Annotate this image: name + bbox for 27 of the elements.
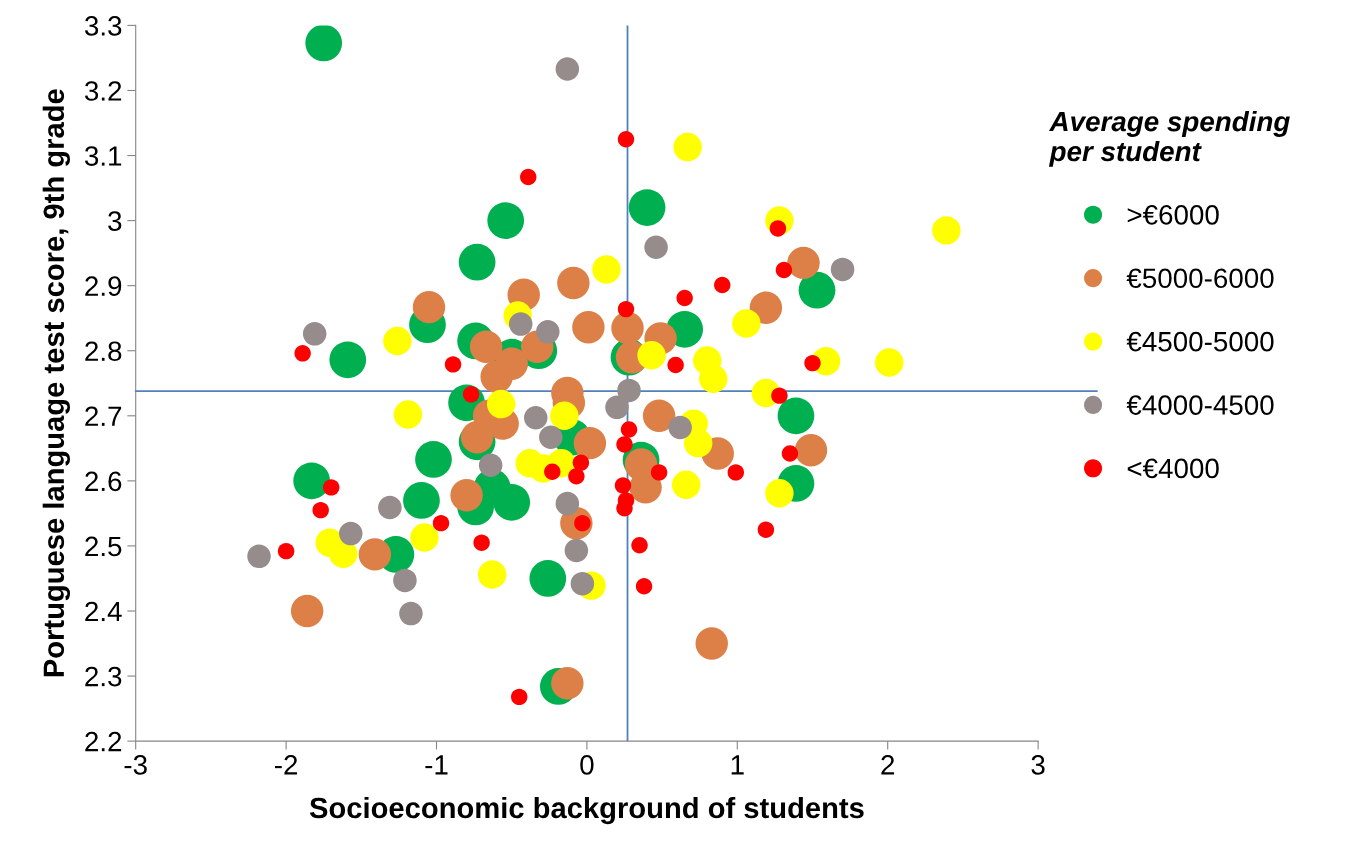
y-tick-label: 2.5: [85, 536, 122, 557]
y-tick-label: 3.3: [84, 16, 122, 36]
legend-label: €4500-5000: [1126, 331, 1274, 352]
y-tick-label: 2.7: [85, 406, 122, 426]
y-tick-label: 2.8: [85, 341, 122, 362]
legend-label: >€6000: [1127, 205, 1219, 225]
y-tick-label: 2.6: [85, 471, 122, 492]
y-axis-title: Portuguese language test score, 9th grade: [42, 89, 71, 677]
y-tick-label: 2.2: [85, 731, 122, 752]
legend-label: <€4000: [1127, 458, 1219, 479]
y-tick-label: 3: [108, 211, 122, 231]
legend-label: €5000-6000: [1126, 268, 1274, 289]
y-tick-label: 2.3: [85, 666, 122, 687]
x-tick-label: 3: [1031, 755, 1045, 775]
legend-label: €4000-4500: [1126, 395, 1274, 415]
x-tick-label: 2: [881, 755, 895, 775]
x-axis-title: Socioeconomic background of students: [309, 796, 864, 825]
legend-title: Average spending per student: [1048, 110, 1290, 167]
x-tick-label: 0: [580, 755, 594, 775]
y-tick-label: 2.4: [85, 601, 122, 622]
x-tick-label: -2: [274, 755, 298, 775]
x-tick-label: -3: [124, 755, 147, 775]
x-tick-label: -1: [425, 755, 448, 775]
y-tick-label: 3.1: [84, 146, 122, 166]
x-tick-label: 1: [731, 755, 744, 775]
y-tick-label: 3.2: [84, 81, 122, 101]
y-tick-label: 2.9: [85, 276, 122, 297]
